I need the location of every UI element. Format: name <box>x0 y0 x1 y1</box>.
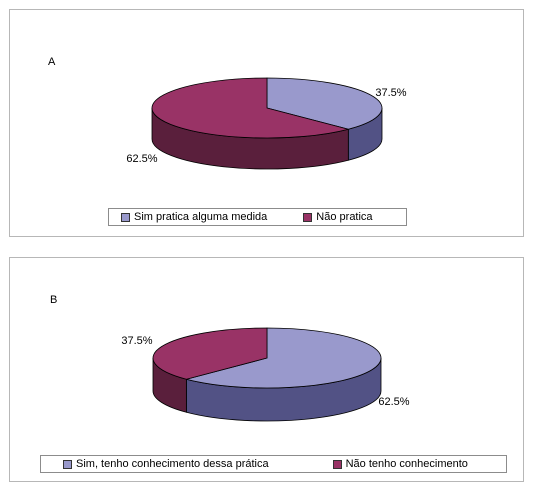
pie-data-label-0: 37.5% <box>375 87 406 99</box>
pie-data-label-0: 62.5% <box>378 396 409 408</box>
legend-b: Sim, tenho conhecimento dessa prática Nã… <box>40 455 507 473</box>
chart-panel-b: B 62.5% 37.5% Sim, tenho conhecimento des… <box>9 257 524 482</box>
legend-swatch-sim-tenho <box>63 459 72 469</box>
legend-swatch-nao-tenho <box>332 459 342 469</box>
pie-slice-1 <box>152 327 268 380</box>
pie-data-label-1: 37.5% <box>121 335 152 347</box>
pie-chart-b: 62.5% 37.5% <box>121 327 410 422</box>
pie-slice-1 <box>151 77 350 139</box>
pie-slice-0 <box>184 327 382 389</box>
legend-entry-sim-pratica: Sim pratica alguma medida <box>121 211 267 223</box>
pie-chart-a: 37.5% 62.5% <box>126 77 407 170</box>
legend-entry-sim-tenho: Sim, tenho conhecimento dessa prática <box>63 458 269 470</box>
legend-label-nao-tenho: Não tenho conhecimento <box>345 458 468 470</box>
legend-entry-nao-pratica: Não pratica <box>303 211 373 223</box>
legend-label-sim-pratica: Sim pratica alguma medida <box>134 211 268 223</box>
legend-a: Sim pratica alguma medida Não pratica <box>108 208 407 226</box>
legend-label-nao-pratica: Não pratica <box>316 211 373 223</box>
panel-label-a: A <box>48 56 56 68</box>
panel-label-b: B <box>50 294 58 306</box>
chart-panel-a: A 37.5% 62.5% Sim pratica alguma medida N… <box>9 9 524 237</box>
pie-data-label-1: 62.5% <box>126 153 157 165</box>
legend-label-sim-tenho: Sim, tenho conhecimento dessa prática <box>76 458 269 470</box>
legend-swatch-nao-pratica <box>303 212 313 222</box>
pie-slice-0 <box>266 77 383 130</box>
legend-entry-nao-tenho: Não tenho conhecimento <box>332 458 468 470</box>
legend-swatch-sim-pratica <box>121 212 130 222</box>
